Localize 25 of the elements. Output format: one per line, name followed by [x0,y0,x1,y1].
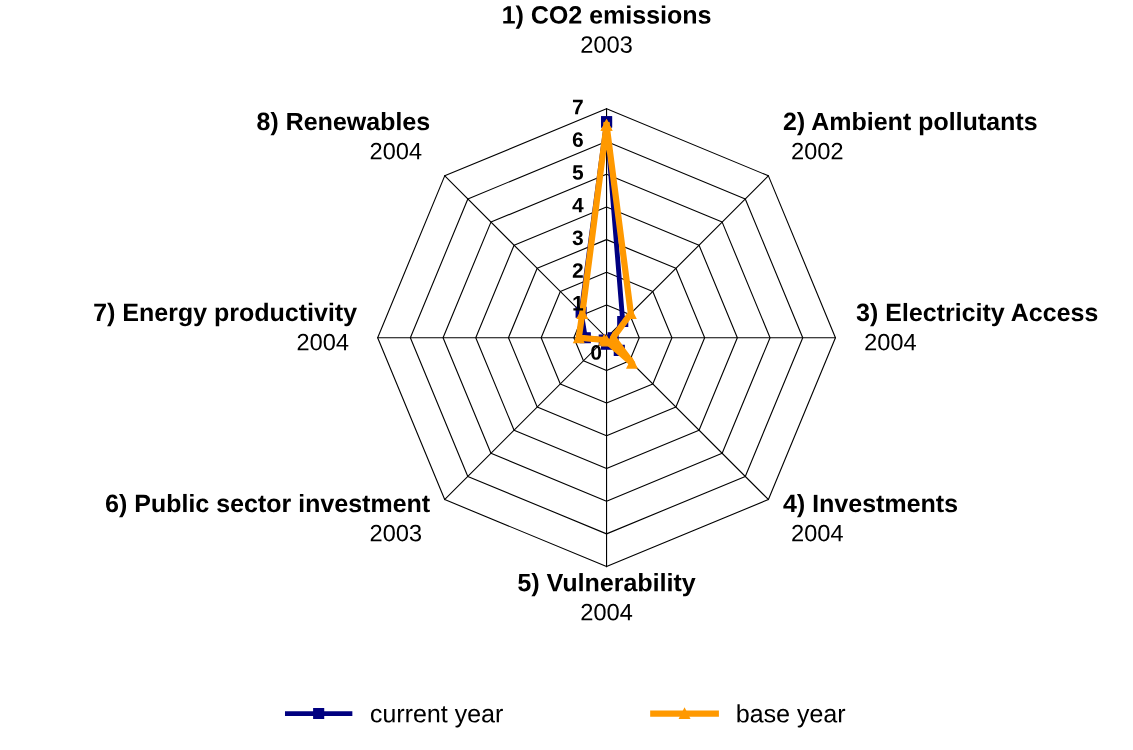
text: 2004 [297,333,349,351]
y-tick-label: 2 [572,263,583,278]
spoke-label: 4) Investments [783,493,958,518]
spoke-label: 5) Vulnerability [518,573,696,597]
y-tick-label: 3 [572,230,583,246]
spoke-label: 7) Energy productivity [94,302,357,327]
spoke-label: 2) Ambient pollutants [783,111,1037,136]
spoke-label: 6) Public sector investment [105,493,430,518]
y-tick-label: 0 [591,345,602,360]
y-tick-label: 4 [572,197,584,213]
y-tick-label: 7 [572,99,583,115]
text: 2003 [370,524,422,542]
spoke-label: 3) Electricity Access [856,302,1098,327]
legend-label: current year [370,706,503,728]
text: 2002 [792,142,843,160]
y-tick-label: 6 [572,132,583,148]
text: 2004 [792,524,843,542]
text: 2004 [370,142,422,160]
text: 2004 [865,333,916,351]
legend-label: base year [737,704,846,728]
spoke-label: 1) CO2 emissions [503,5,711,29]
spoke-label: 8) Renewables [257,111,430,136]
text: 2004 [581,603,633,621]
y-tick-label: 5 [572,165,584,180]
text: 2003 [581,36,632,53]
